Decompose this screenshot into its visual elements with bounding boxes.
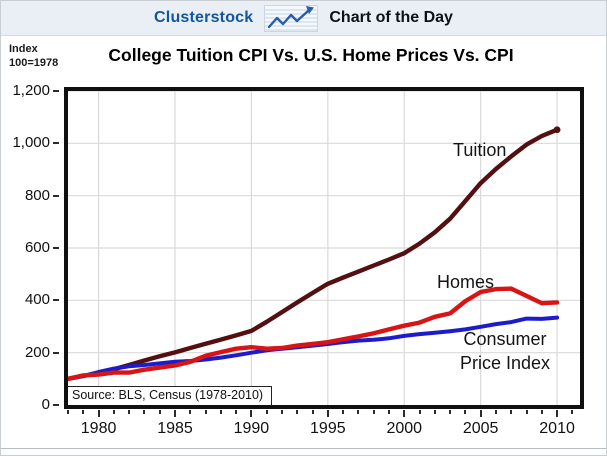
line-chart-icon [264,4,319,32]
series-end-dot [553,126,561,134]
x-axis-tick [540,410,543,414]
x-axis-tick [67,410,69,414]
x-axis-tick [433,410,436,414]
index-note-line2: 100=1978 [9,57,59,70]
x-axis-tick [449,410,452,414]
x-axis-tick [403,410,406,417]
header-title: Chart of the Day [329,9,453,26]
series-label-cpi-line2: Price Index [459,352,551,373]
x-axis-tick [418,410,421,414]
series-line-homes [68,286,560,381]
x-axis-labels: 1980 1985 1990 1995 2000 2005 2010 [68,420,580,440]
x-axis-tick [250,410,253,417]
source-note: Source: BLS, Census (1978-2010) [68,386,273,405]
x-axis-tick [510,410,513,414]
y-axis-label: 1,000 [12,134,50,152]
y-axis-label: 1,200 [12,82,50,99]
y-axis-label: 200 [24,343,50,361]
index-base-note: Index 100=1978 [9,42,58,71]
series-label-cpi-line1: Consumer [463,329,547,349]
x-axis-tick [296,410,299,414]
y-axis-tick [53,142,59,145]
series-line-tuition [68,127,560,381]
x-axis-tick [571,410,574,414]
x-axis-tick [97,410,100,417]
y-axis: 0 200 400 600 800 1,000 1,200 [1,82,60,413]
x-axis-tick [326,410,329,417]
x-axis-label: 1995 [310,420,346,437]
chart-canvas [68,91,580,405]
x-axis-tick [357,410,360,414]
chart-title: College Tuition CPI Vs. U.S. Home Prices… [108,45,514,65]
x-axis-tick [265,410,268,414]
x-axis-tick [387,410,390,414]
x-axis-label: 1985 [157,420,193,437]
x-axis-tick [128,410,131,414]
x-axis-tick [525,410,528,414]
index-note-line1: Index [9,43,38,55]
header-bar: Clusterstock Chart of the Day [1,1,606,36]
x-axis-tick [82,410,85,414]
series-label-tuition: Tuition [453,140,507,160]
series-label-homes: Homes [437,272,495,292]
x-axis-label: 1980 [80,420,117,437]
y-axis-tick [53,90,59,92]
x-axis-label: 2010 [539,420,575,437]
y-axis-label: 800 [24,186,50,204]
x-axis-tick [479,410,482,417]
series-label-cpi: Consumer Price Index [445,328,565,376]
y-axis-tick [53,299,59,302]
x-axis-tick [158,410,161,414]
x-axis-tick [143,410,146,414]
x-axis-tick [556,410,559,417]
plot-area [64,87,584,409]
y-axis-label: 600 [24,239,50,256]
x-axis-tick [311,410,314,414]
y-axis-tick [53,194,59,197]
y-axis-tick [53,404,59,406]
x-axis-tick [235,410,238,414]
x-axis-label: 2000 [386,420,423,437]
x-axis-label: 2005 [462,420,499,437]
x-axis-tick [372,410,375,414]
y-axis-label: 400 [24,291,50,309]
x-axis-label: 1990 [233,420,270,437]
x-axis-tick [173,410,176,417]
x-axis-tick [280,410,283,414]
x-axis-tick [112,410,115,414]
x-axis-tick [204,410,207,414]
bottom-divider [1,448,606,455]
x-axis-tick [464,410,467,414]
x-axis-tick [219,410,222,414]
brand-clusterstock: Clusterstock [154,9,254,26]
x-axis-tick [342,410,345,414]
y-axis-tick [53,351,59,354]
y-axis-label: 0 [41,396,50,413]
y-axis-tick [53,247,59,249]
x-axis-ticks [67,410,580,419]
x-axis-tick [494,410,497,414]
x-axis-tick [189,410,192,414]
